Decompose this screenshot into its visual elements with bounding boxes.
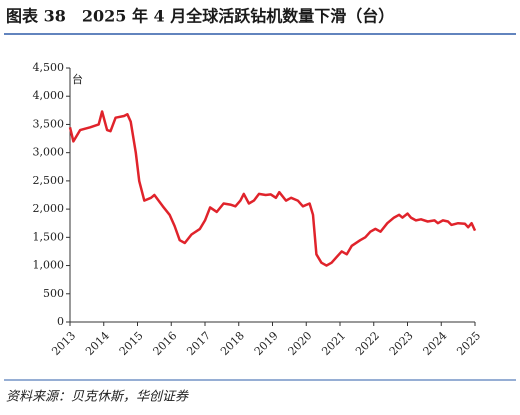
y-tick-label: 1,500 [33, 230, 65, 243]
x-tick-label: 2013 [49, 329, 78, 358]
x-tick-label: 2023 [387, 329, 416, 358]
x-tick-label: 2022 [353, 329, 382, 358]
x-tick-label: 2016 [151, 329, 180, 358]
y-tick-label: 4,500 [33, 61, 65, 74]
y-tick-label: 0 [57, 315, 64, 328]
x-tick-label: 2021 [319, 329, 348, 358]
y-tick-label: 1,000 [33, 259, 65, 272]
y-tick-label: 3,500 [33, 117, 65, 130]
chart-title: 图表 38 2025 年 4 月全球活跃钻机数量下滑（台） [6, 7, 394, 26]
x-tick-label: 2020 [286, 329, 315, 358]
x-tick-label: 2014 [83, 329, 112, 358]
x-tick-label: 2018 [218, 329, 247, 358]
x-tick-label: 2024 [421, 329, 450, 358]
x-tick-label: 2025 [454, 329, 483, 358]
x-tick-label: 2019 [252, 329, 281, 358]
y-tick-label: 2,000 [33, 202, 65, 215]
source: 资料来源：贝克休斯，华创证券 [6, 390, 189, 405]
y-tick-label: 3,000 [33, 146, 65, 159]
y-unit-label: 台 [72, 72, 83, 86]
y-tick-label: 2,500 [33, 174, 65, 187]
x-tick-label: 2017 [184, 329, 213, 358]
y-tick-label: 4,000 [33, 89, 65, 102]
y-tick-label: 500 [43, 287, 64, 300]
series-line [68, 110, 477, 267]
x-tick-label: 2015 [117, 329, 146, 358]
